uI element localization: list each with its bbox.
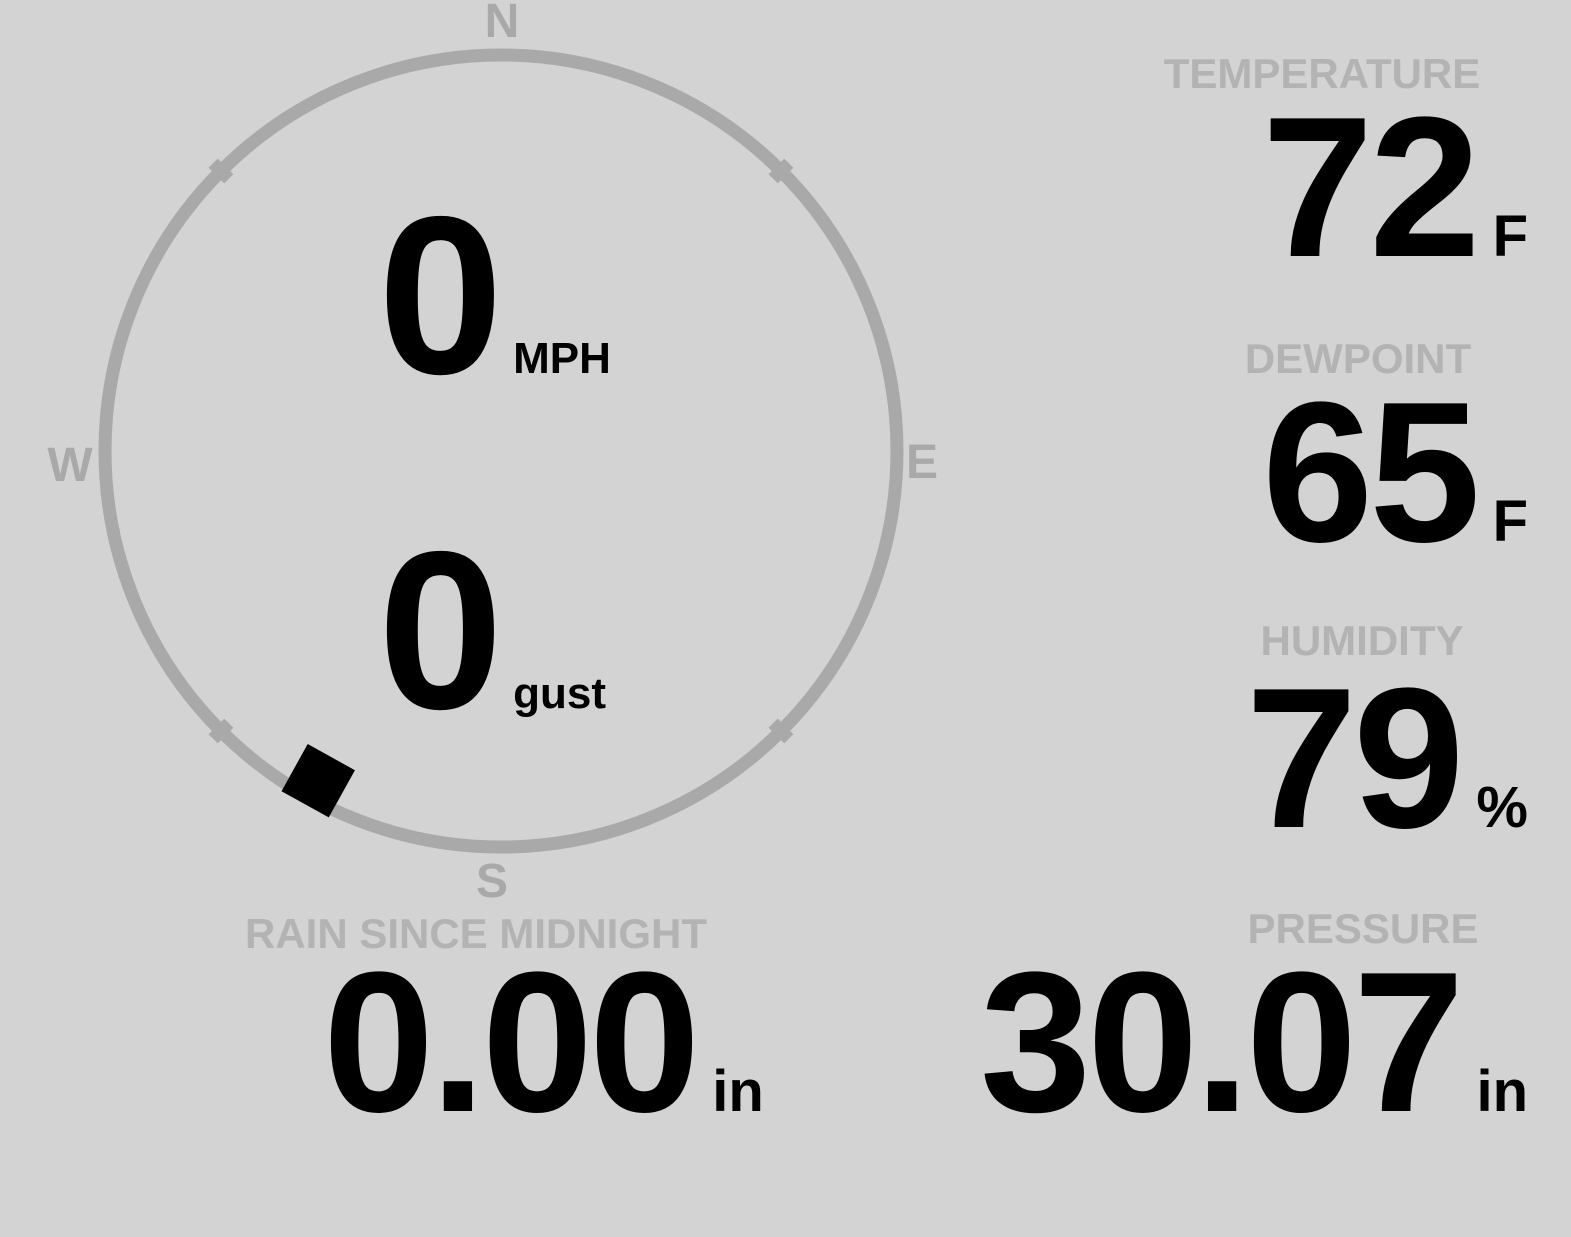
- compass-tick-se-icon: [768, 718, 794, 744]
- wind-speed-readout: 0 MPH: [378, 183, 611, 408]
- dewpoint-readout: 65 F: [1262, 373, 1528, 573]
- wind-gust-readout: 0 gust: [378, 518, 606, 743]
- wind-gust-value: 0: [378, 504, 503, 756]
- humidity-unit: %: [1476, 775, 1528, 840]
- rain-value: 0.00: [323, 931, 700, 1154]
- rain-unit: in: [712, 1059, 764, 1124]
- rain-readout: 0.00 in: [323, 943, 764, 1143]
- pressure-readout: 30.07 in: [980, 943, 1528, 1143]
- compass-tick-nw-icon: [208, 158, 234, 184]
- pressure-value: 30.07: [979, 931, 1464, 1154]
- compass-ring: [98, 48, 904, 854]
- pressure-label: PRESSURE: [1247, 905, 1479, 952]
- temperature-readout: 72 F: [1262, 88, 1528, 288]
- wind-gust-unit: gust: [513, 669, 607, 718]
- rain-label: RAIN SINCE MIDNIGHT: [245, 910, 707, 957]
- temperature-label: TEMPERATURE: [1163, 50, 1481, 97]
- wind-compass-dial: [98, 48, 904, 854]
- compass-label-north: N: [484, 0, 520, 48]
- compass-tick-ne-icon: [768, 158, 794, 184]
- dewpoint-unit: F: [1492, 489, 1528, 554]
- pressure-unit: in: [1476, 1059, 1528, 1124]
- humidity-value: 79: [1245, 647, 1464, 870]
- dewpoint-label: DEWPOINT: [1244, 335, 1472, 382]
- compass-label-south: S: [475, 855, 509, 908]
- temperature-value: 72: [1262, 76, 1480, 299]
- compass-label-west: W: [47, 439, 93, 492]
- temperature-unit: F: [1492, 204, 1528, 269]
- wind-direction-marker: [281, 744, 355, 818]
- humidity-label: HUMIDITY: [1260, 617, 1464, 664]
- compass-label-east: E: [905, 436, 939, 489]
- compass-tick-sw-icon: [208, 718, 234, 744]
- humidity-readout: 79%: [1246, 659, 1528, 859]
- dewpoint-value: 65: [1262, 361, 1480, 584]
- wind-speed-unit: MPH: [513, 334, 611, 383]
- wind-speed-value: 0: [378, 169, 503, 421]
